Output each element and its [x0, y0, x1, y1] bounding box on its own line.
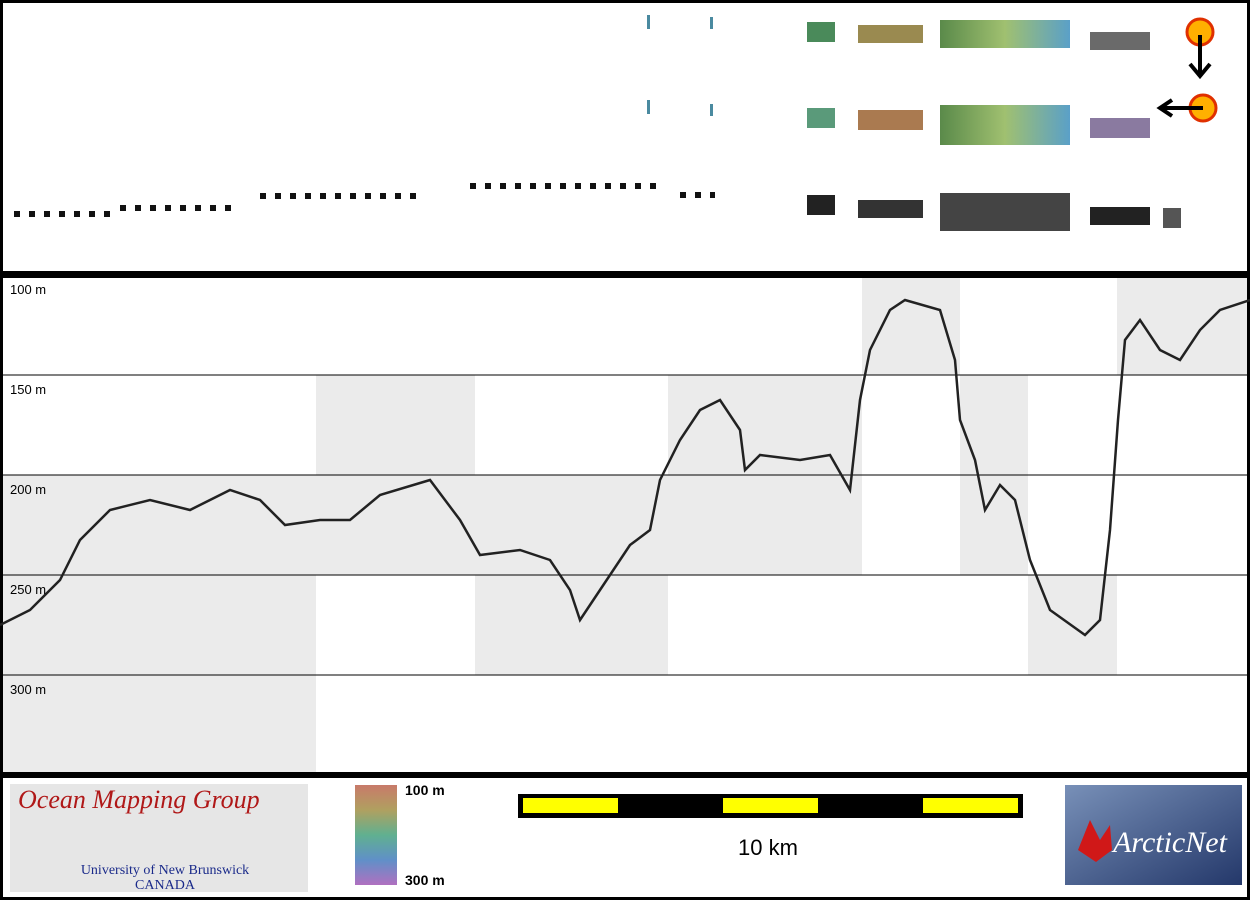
depth-grid	[3, 374, 1247, 676]
logo-title: ArcticNet	[1111, 826, 1228, 859]
scale-bar	[518, 794, 1023, 818]
scale-label: 10 km	[738, 835, 798, 860]
logo-title: Ocean Mapping Group	[18, 785, 260, 814]
depth-label: 150 m	[10, 382, 46, 397]
depth-label: 100 m	[10, 282, 46, 297]
shaded-blocks	[3, 278, 1247, 772]
sun-icons	[1156, 17, 1218, 123]
colorbar	[355, 785, 397, 885]
colorbar-label: 300 m	[405, 872, 445, 888]
seafloor-profile	[0, 298, 1250, 637]
logo-line: CANADA	[135, 878, 196, 893]
colorbar-label: 100 m	[405, 782, 445, 798]
swath-fragments	[14, 15, 1181, 231]
logo-line: University of New Brunswick	[81, 863, 249, 878]
depth-label: 200 m	[10, 482, 46, 497]
logo-ocean-mapping: Ocean Mapping Group University of New Br…	[10, 784, 308, 893]
logo-arcticnet: ArcticNet	[1065, 785, 1242, 885]
depth-label: 300 m	[10, 682, 46, 697]
depth-label: 250 m	[10, 582, 46, 597]
